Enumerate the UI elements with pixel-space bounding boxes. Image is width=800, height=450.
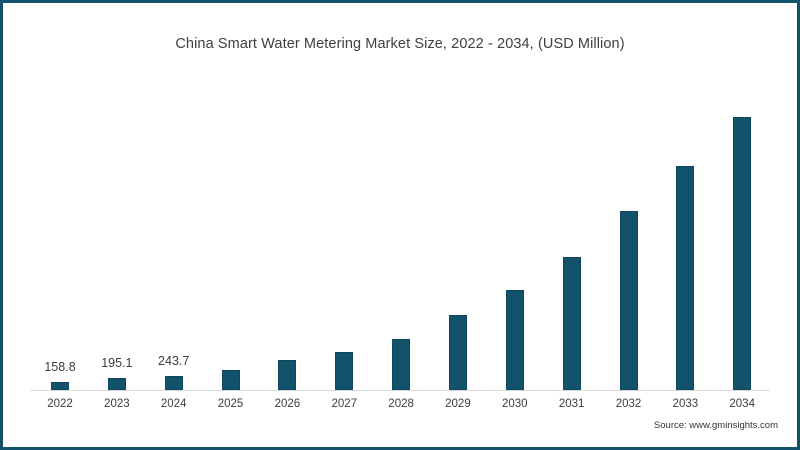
value-label-2022: 158.8 bbox=[44, 360, 76, 374]
bar-2022 bbox=[51, 382, 69, 390]
bar-2028 bbox=[392, 339, 411, 390]
x-tick-2025: 2025 bbox=[217, 398, 244, 410]
bar-2032 bbox=[619, 211, 638, 390]
x-axis-line bbox=[30, 390, 770, 391]
bar-2023 bbox=[107, 378, 126, 390]
bar-2034 bbox=[733, 117, 752, 390]
bar-2033 bbox=[676, 166, 695, 390]
source-note: Source: www.gminsights.com bbox=[653, 420, 778, 431]
bar-2029 bbox=[448, 315, 467, 390]
chart-title: China Smart Water Metering Market Size, … bbox=[175, 36, 625, 52]
bar-2024 bbox=[164, 376, 183, 390]
x-tick-2026: 2026 bbox=[274, 398, 301, 410]
x-tick-2033: 2033 bbox=[672, 398, 699, 410]
bar-2026 bbox=[278, 360, 297, 390]
x-tick-2028: 2028 bbox=[388, 398, 414, 410]
value-label-2023: 195.1 bbox=[101, 356, 133, 370]
x-tick-2029: 2029 bbox=[445, 398, 471, 410]
bar-2030 bbox=[505, 290, 524, 390]
x-tick-2031: 2031 bbox=[558, 398, 585, 410]
x-tick-2032: 2032 bbox=[615, 398, 642, 410]
bar-2031 bbox=[562, 257, 581, 390]
x-tick-2027: 2027 bbox=[331, 398, 358, 410]
value-label-2024: 243.7 bbox=[158, 354, 190, 368]
bar-2027 bbox=[335, 352, 354, 390]
x-tick-2023: 2023 bbox=[104, 398, 130, 410]
bar-2025 bbox=[221, 370, 240, 390]
x-tick-2022: 2022 bbox=[47, 398, 73, 410]
x-tick-2024: 2024 bbox=[160, 398, 187, 410]
x-tick-2030: 2030 bbox=[502, 398, 528, 410]
x-tick-2034: 2034 bbox=[729, 398, 755, 410]
